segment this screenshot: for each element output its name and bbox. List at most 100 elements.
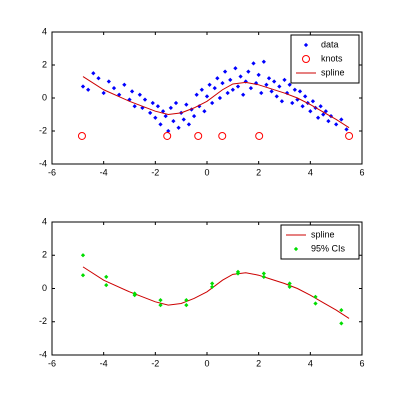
- point: [163, 114, 168, 119]
- y-tick-label: -4: [39, 158, 47, 168]
- legend-label: spline: [321, 67, 345, 77]
- legend-label: data: [321, 39, 339, 49]
- x-tick-label: -6: [48, 167, 56, 177]
- point: [77, 131, 86, 140]
- point: [173, 100, 179, 106]
- point: [210, 281, 215, 286]
- point: [217, 95, 223, 101]
- point: [122, 82, 127, 87]
- point: [210, 100, 215, 106]
- y-tick-label: -4: [39, 349, 47, 359]
- legend-box: [280, 224, 360, 260]
- spline-line: [82, 266, 350, 319]
- point: [137, 92, 142, 97]
- point: [248, 85, 254, 91]
- point: [111, 85, 117, 91]
- point: [218, 131, 227, 140]
- point: [186, 122, 192, 127]
- y-tick-label: 4: [42, 216, 47, 226]
- point: [86, 87, 91, 92]
- point: [241, 92, 246, 97]
- point: [313, 301, 318, 306]
- point: [204, 94, 210, 99]
- x-tick-label: -2: [151, 358, 159, 368]
- point: [251, 61, 256, 66]
- point: [153, 115, 158, 120]
- point: [313, 294, 318, 299]
- x-tick-label: -4: [100, 167, 108, 177]
- x-tick-label: 6: [359, 358, 364, 368]
- point: [339, 307, 344, 313]
- point: [184, 303, 189, 308]
- x-tick-label: 0: [204, 167, 209, 177]
- x-tick-label: -6: [48, 358, 56, 368]
- point: [194, 92, 199, 97]
- point: [191, 114, 197, 119]
- point: [230, 87, 235, 92]
- point: [168, 105, 173, 111]
- point: [106, 79, 111, 84]
- y-tick-label: 0: [42, 283, 47, 293]
- point: [255, 131, 264, 140]
- point: [184, 102, 189, 107]
- point: [163, 131, 172, 140]
- legend: spline 95% CIs: [280, 224, 360, 260]
- point: [345, 131, 354, 140]
- spline-line: [82, 76, 350, 129]
- point: [207, 82, 212, 87]
- x-tick-label: 0: [204, 358, 209, 368]
- y-tick-label: 2: [42, 59, 47, 69]
- point: [233, 66, 238, 71]
- point: [202, 109, 207, 114]
- point: [184, 298, 189, 303]
- point: [287, 281, 292, 286]
- legend-label: knots: [321, 53, 343, 63]
- legend-swatch: [302, 55, 310, 63]
- y-tick-label: -2: [39, 316, 47, 326]
- point: [235, 269, 241, 274]
- point: [171, 118, 176, 124]
- point: [238, 74, 243, 79]
- point: [228, 77, 233, 82]
- point: [287, 284, 292, 289]
- y-tick-label: 4: [42, 26, 47, 36]
- point: [220, 81, 225, 86]
- point: [261, 274, 266, 279]
- x-tick-label: 2: [256, 358, 261, 368]
- point: [246, 69, 251, 74]
- point: [91, 71, 96, 76]
- x-tick-label: 4: [308, 167, 313, 177]
- legend-swatch: [293, 246, 299, 252]
- point: [199, 87, 204, 92]
- y-tick-label: 0: [42, 92, 47, 102]
- point: [96, 76, 101, 81]
- point: [155, 104, 161, 109]
- point: [194, 131, 203, 140]
- point: [148, 110, 153, 115]
- point: [212, 85, 217, 91]
- point: [158, 303, 163, 308]
- legend-label: spline: [311, 229, 335, 239]
- point: [132, 104, 137, 109]
- point: [261, 271, 266, 276]
- point: [158, 122, 163, 127]
- point: [158, 298, 163, 303]
- point: [235, 84, 241, 89]
- point: [181, 117, 186, 122]
- point: [339, 321, 344, 326]
- point: [222, 69, 228, 74]
- point: [129, 89, 135, 94]
- point: [150, 100, 155, 106]
- point: [101, 90, 106, 96]
- x-tick-label: 2: [256, 167, 261, 177]
- legend: data knots spline: [290, 34, 360, 84]
- point: [160, 109, 166, 114]
- point: [225, 90, 230, 96]
- point: [80, 84, 86, 89]
- x-tick-label: 4: [308, 358, 313, 368]
- point: [215, 76, 220, 81]
- legend-label: 95% CIs: [311, 243, 346, 253]
